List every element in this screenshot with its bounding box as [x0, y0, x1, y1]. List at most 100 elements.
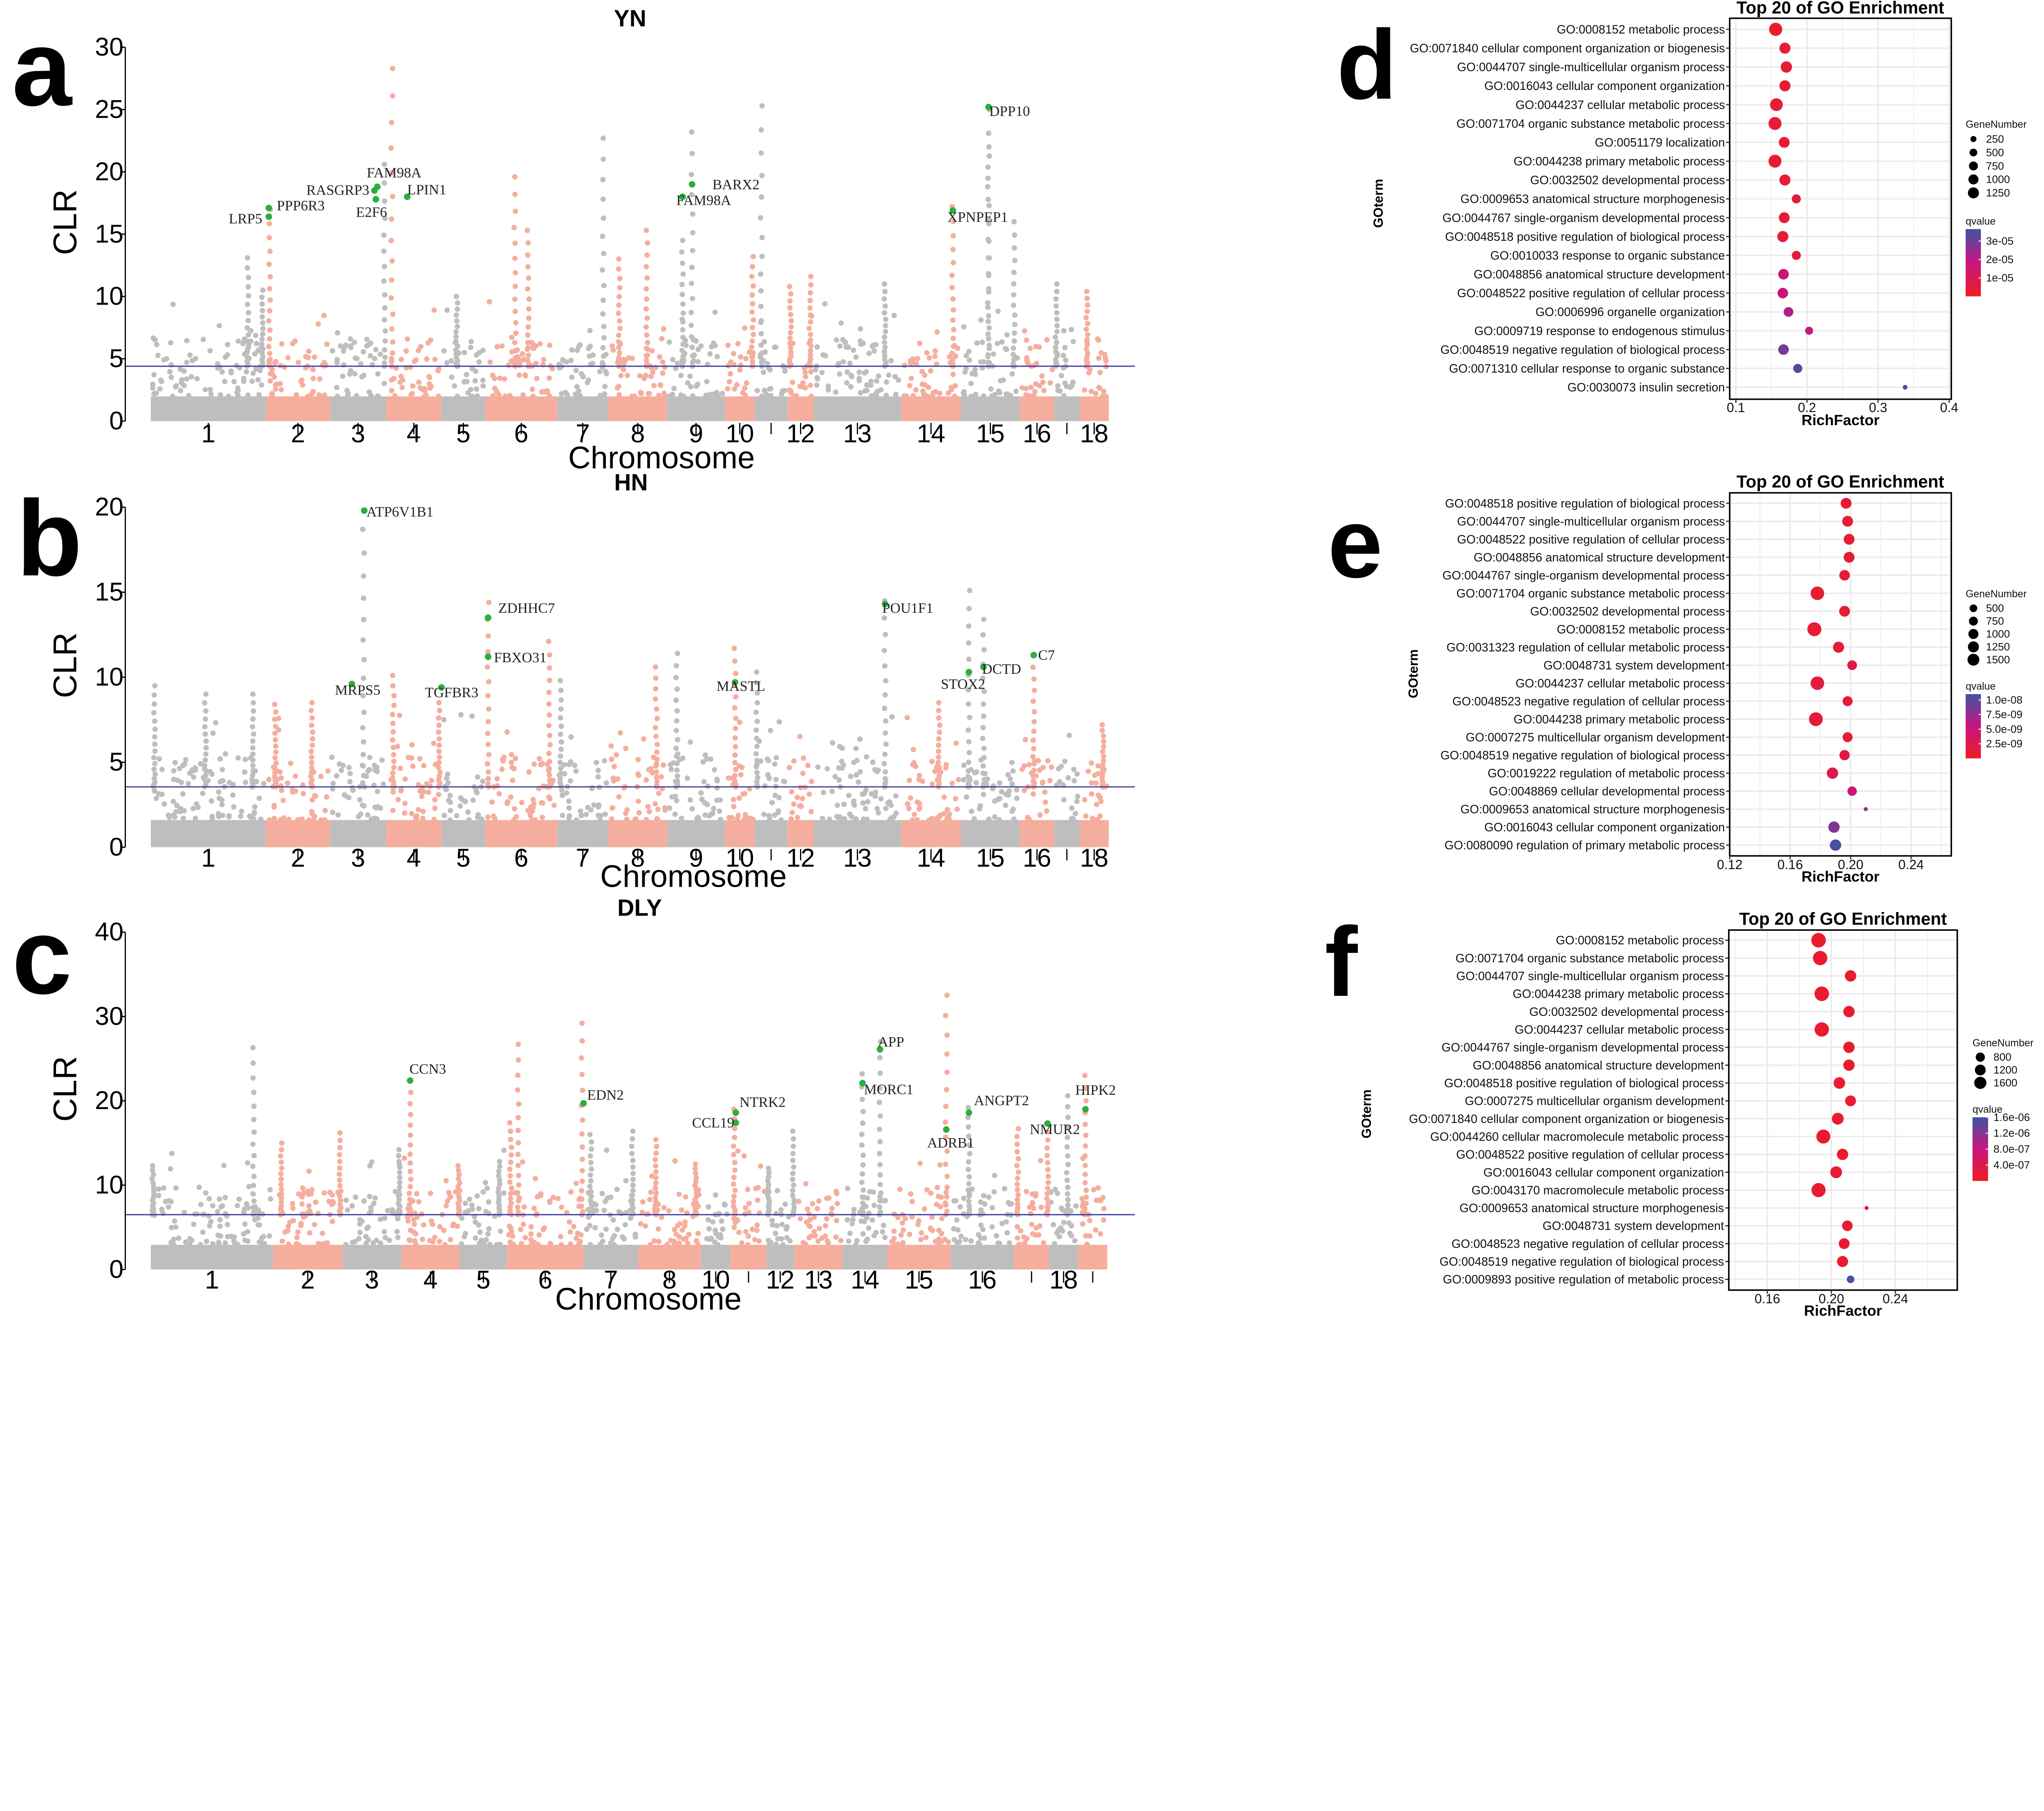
snp-point — [278, 783, 284, 789]
snp-point — [786, 1214, 791, 1220]
snp-point — [457, 803, 463, 809]
snp-point — [256, 796, 262, 801]
snp-point — [863, 806, 868, 811]
snp-point — [766, 1170, 772, 1175]
snp-point — [455, 306, 460, 312]
snp-point — [244, 1201, 249, 1207]
snp-point — [906, 806, 912, 811]
snp-point — [944, 1051, 950, 1057]
snp-point — [1089, 791, 1094, 797]
snp-point — [1014, 1224, 1020, 1230]
snp-point — [558, 739, 564, 745]
snp-point — [726, 379, 732, 385]
snp-point — [352, 339, 357, 345]
snp-point — [932, 769, 938, 774]
snp-point — [1084, 342, 1090, 347]
snp-point — [466, 1196, 473, 1202]
go-term-label: GO:0048523 negative regulation of cellul… — [1452, 695, 1725, 708]
snp-point — [854, 772, 859, 778]
snp-point — [653, 1180, 659, 1186]
snp-point — [1089, 760, 1094, 766]
snp-point — [683, 1235, 689, 1241]
snp-point — [883, 741, 889, 747]
snp-point — [644, 296, 650, 302]
snp-point — [181, 368, 187, 374]
go-term-label: GO:0008152 metabolic process — [1557, 23, 1725, 36]
snp-point — [1085, 769, 1091, 774]
snp-point — [978, 359, 984, 365]
snp-point — [364, 343, 370, 349]
snp-point — [334, 330, 341, 336]
snp-point — [693, 1161, 698, 1167]
snp-point — [616, 339, 621, 345]
gene-label: E2F6 — [356, 204, 387, 220]
legend-title: qvalue — [1966, 215, 1995, 227]
snp-point — [448, 1237, 453, 1243]
snp-point — [309, 700, 315, 706]
snp-point — [740, 791, 746, 797]
go-term-dot — [1847, 786, 1857, 796]
snp-point — [847, 360, 853, 366]
snp-point — [908, 375, 914, 381]
snp-point — [1044, 1191, 1050, 1197]
snp-point — [765, 772, 771, 778]
snp-point — [317, 1241, 323, 1247]
snp-point — [706, 1226, 712, 1232]
snp-point — [652, 1163, 659, 1169]
snp-point — [550, 1195, 556, 1200]
snp-point — [309, 722, 314, 728]
snp-point — [367, 1194, 372, 1199]
snp-point — [617, 285, 623, 291]
snp-point — [654, 756, 660, 762]
snp-point — [675, 773, 680, 779]
snp-point — [483, 1209, 489, 1215]
snp-point — [653, 1137, 659, 1143]
snp-point — [266, 777, 272, 782]
snp-point — [186, 393, 192, 399]
snp-point — [791, 801, 797, 807]
snp-point — [632, 816, 638, 822]
gene-label: FBXO31 — [494, 650, 547, 666]
snp-point — [670, 391, 675, 397]
snp-point — [816, 1226, 822, 1231]
snp-point — [222, 1211, 229, 1217]
snp-point — [453, 338, 459, 345]
x-tick-label: 0.24 — [1898, 857, 1924, 872]
snp-point — [374, 789, 381, 794]
snp-point — [944, 1148, 950, 1154]
go-term-dot — [1779, 174, 1791, 186]
snp-point — [255, 1215, 261, 1221]
snp-point — [374, 764, 380, 770]
snp-point — [1002, 1186, 1007, 1192]
snp-point — [458, 712, 464, 718]
go-term-label: GO:0071310 cellular response to organic … — [1449, 362, 1725, 375]
snp-point — [848, 384, 854, 390]
snp-point — [731, 1152, 737, 1157]
snp-point — [928, 1190, 934, 1196]
snp-point — [547, 742, 553, 748]
snp-point — [558, 724, 564, 729]
snp-point — [200, 336, 206, 342]
snp-point — [354, 393, 359, 399]
highlighted-snp-point — [876, 1046, 883, 1053]
snp-point — [273, 737, 278, 743]
snp-point — [966, 701, 971, 707]
x-tick-label: 5 — [456, 419, 471, 448]
snp-point — [617, 730, 623, 736]
snp-point — [268, 1196, 273, 1202]
snp-point — [1100, 762, 1106, 768]
snp-point — [180, 815, 186, 821]
snp-point — [601, 251, 607, 256]
snp-point — [1061, 797, 1067, 803]
y-tick-label: 20 — [95, 1086, 123, 1115]
snp-point — [177, 766, 182, 771]
snp-point — [753, 680, 759, 686]
snp-point — [259, 382, 264, 388]
snp-point — [347, 779, 353, 784]
snp-point — [973, 780, 979, 786]
snp-point — [486, 706, 492, 712]
snp-point — [896, 377, 901, 383]
snp-point — [750, 816, 756, 822]
snp-point — [737, 367, 743, 373]
snp-point — [567, 1219, 572, 1225]
